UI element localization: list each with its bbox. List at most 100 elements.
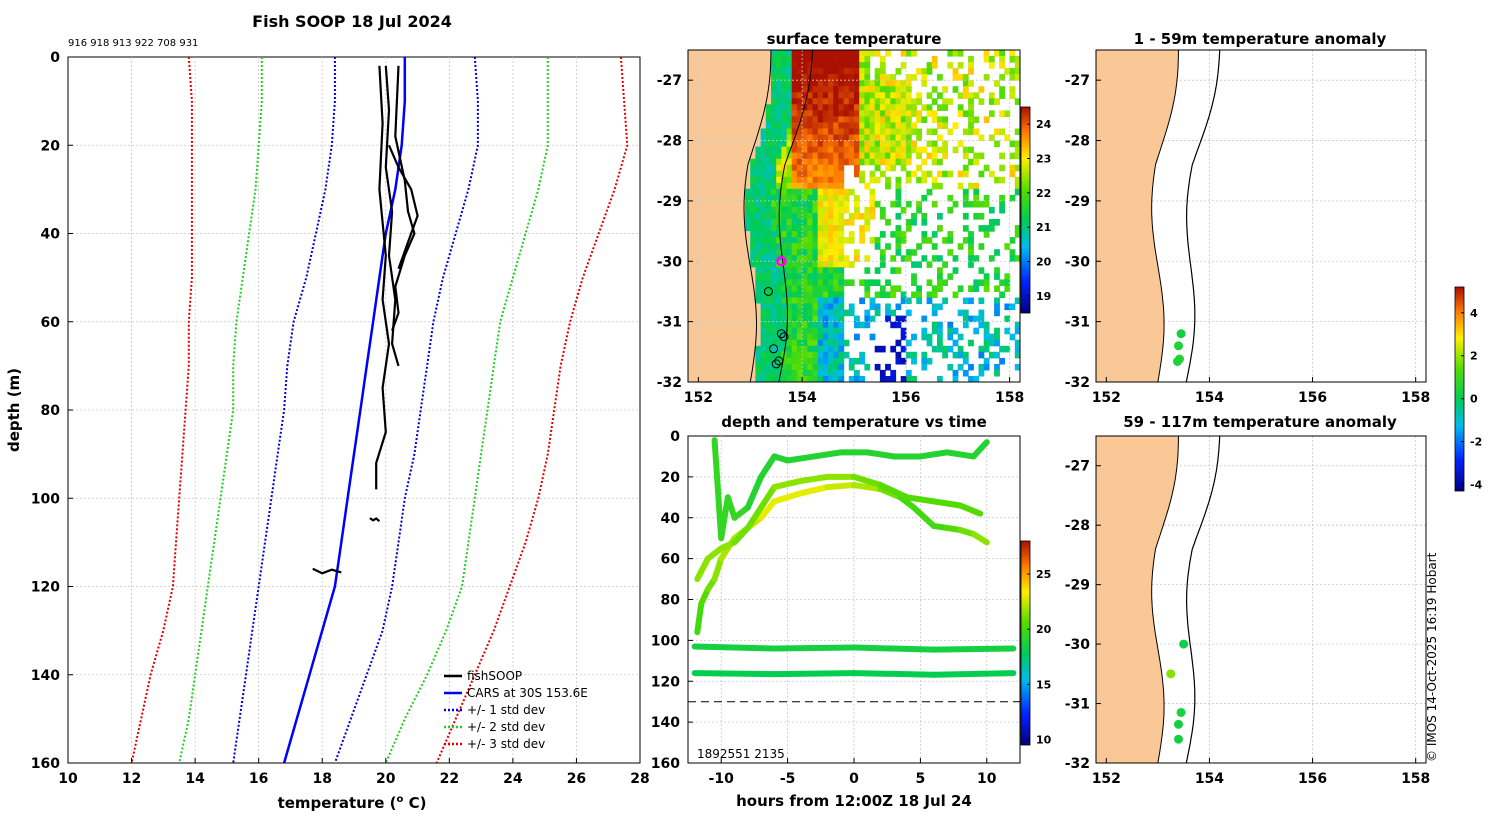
sst-cell [848,104,855,111]
sst-cell [693,188,699,196]
sst-map-frame [687,49,1021,383]
depth-time-track-segment [711,437,725,542]
sst-cell [781,369,788,377]
sst-cell [765,134,772,142]
sst-cell [739,176,746,184]
sst-cell [822,231,829,238]
sst-cell [734,56,741,63]
sst-cell [828,206,834,214]
anomaly-upper-anomaly-point [1174,341,1183,351]
sst-cell [931,243,938,250]
sst-cell [807,249,814,256]
sst-cell [776,297,782,305]
sst-colorbar-tick-label: 19 [1036,290,1051,303]
sst-cell [755,345,762,353]
depth-time-track-segment [943,449,977,460]
sst-cell [781,291,788,299]
sst-cell [817,333,824,341]
sst-cell [895,321,902,329]
sst-cell [796,152,803,160]
sst-cell [931,98,938,105]
profile-xlabel: temperature (o C) [278,794,427,812]
sst-cell [786,219,793,226]
sst-cell [802,249,808,256]
sst-cell [796,74,803,81]
sst-cell [724,219,731,226]
sst-cell [765,128,772,136]
sst-cell [874,128,881,136]
sst-cell [973,116,980,123]
sst-cell [688,382,694,389]
sst-cell [698,62,705,69]
sst-cell [802,213,808,220]
profile-position-marker [776,329,786,339]
sst-cell [905,140,912,148]
sst-cell [688,357,694,365]
sst-cell [791,128,798,136]
sst-cell [771,376,777,382]
sst-cell [781,104,788,111]
profile-series-line [130,57,193,763]
profile-ytick-label: 20 [41,138,61,154]
sst-cell [931,321,938,329]
sst-cell [786,56,793,63]
sst-cell [895,303,902,311]
sst-cell [807,194,814,202]
sst-cell [719,206,725,214]
sst-cell [750,152,756,160]
sst-cell [708,206,715,214]
sst-cell [812,98,819,105]
sst-cell [802,146,808,154]
sst-cell [765,267,772,274]
sst-cell [755,369,762,377]
sst-cell [760,255,767,262]
sst-cell [708,249,715,256]
sst-cell [688,206,694,214]
sst-cell [900,62,907,69]
sst-cell [713,146,720,154]
sst-cell [713,261,720,268]
sst-cell [911,104,917,111]
sst-cell [833,261,839,268]
profile-xtick-label: 14 [185,771,205,787]
sst-cell [734,249,741,256]
anomaly-lower-land [1096,436,1179,763]
sst-cell [765,363,772,371]
sst-cell [750,74,756,81]
sst-cell [688,333,694,341]
sst-cell [703,255,710,262]
sst-cell [833,92,839,99]
sst-cell [739,279,746,286]
sst-cell [750,80,756,87]
sst-cell [734,116,741,123]
sst-cell [828,309,834,317]
sst-cell [952,351,959,359]
sst-cell [812,182,819,190]
sst-cell [812,255,819,262]
sst-cell [807,285,814,292]
sst-cell [921,74,928,81]
sst-cell [791,188,798,196]
sst-cell [900,164,907,172]
sst-cell [745,110,751,117]
sst-cell [760,62,767,69]
sst-cell [703,243,710,250]
sst-cell [703,50,710,57]
sst-cell [1014,182,1020,190]
sst-cell [812,219,819,226]
sst-cell [791,140,798,148]
sst-cell [802,231,808,238]
sst-cell [734,182,741,190]
sst-cell [755,56,762,63]
sst-cell [760,219,767,226]
sst-cell [864,56,871,63]
sst-cell [765,291,772,299]
sst-cell [1014,98,1020,105]
sst-cell [854,56,860,63]
sst-cell [708,273,715,280]
sst-cell [921,333,928,341]
sst-cell [796,219,803,226]
sst-cell [781,134,788,142]
sst-cell [693,182,699,190]
sst-cell [879,62,886,69]
